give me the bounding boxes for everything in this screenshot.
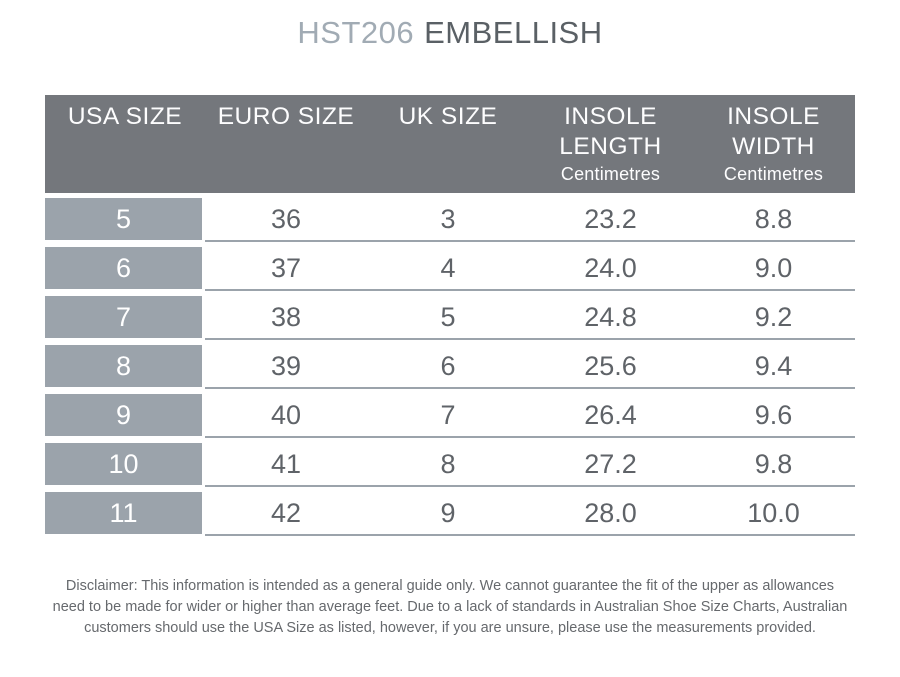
- column-header-label: INSOLE LENGTH: [559, 103, 662, 160]
- cell-insole-width: 9.0: [692, 247, 855, 291]
- disclaimer-text: Disclaimer: This information is intended…: [10, 576, 890, 639]
- cell-insole-width: 9.2: [692, 296, 855, 340]
- cell-usa-size: 7: [45, 296, 205, 340]
- cell-euro-size: 38: [205, 296, 367, 340]
- column-header-insole-length: INSOLE LENGTH Centimetres: [529, 95, 692, 193]
- column-header-usa-size: USA SIZE: [45, 95, 205, 193]
- table-row: 7 38 5 24.8 9.2: [45, 296, 855, 340]
- cell-usa-size: 11: [45, 492, 205, 536]
- cell-insole-length: 26.4: [529, 394, 692, 438]
- column-header-label: INSOLE WIDTH: [727, 103, 820, 160]
- cell-insole-width: 9.4: [692, 345, 855, 389]
- cell-insole-width: 8.8: [692, 198, 855, 242]
- page-title: HST206 EMBELLISH: [0, 0, 900, 51]
- column-header-insole-width: INSOLE WIDTH Centimetres: [692, 95, 855, 193]
- disclaimer-line: Disclaimer: This information is intended…: [65, 578, 835, 594]
- cell-insole-width: 9.6: [692, 394, 855, 438]
- disclaimer-line: need to be made for wider or higher than…: [52, 599, 848, 615]
- cell-uk-size: 7: [367, 394, 529, 438]
- cell-euro-size: 42: [205, 492, 367, 536]
- column-header-label: USA SIZE: [67, 103, 183, 130]
- cell-insole-length: 23.2: [529, 198, 692, 242]
- product-code: HST206: [297, 15, 415, 50]
- column-header-unit: Centimetres: [723, 164, 824, 184]
- table-row: 10 41 8 27.2 9.8: [45, 443, 855, 487]
- header-row: USA SIZE EURO SIZE UK SIZE INSOLE LENGTH…: [45, 95, 855, 193]
- table-row: 8 39 6 25.6 9.4: [45, 345, 855, 389]
- column-header-unit: Centimetres: [560, 164, 661, 184]
- table-row: 9 40 7 26.4 9.6: [45, 394, 855, 438]
- size-chart-table: USA SIZE EURO SIZE UK SIZE INSOLE LENGTH…: [45, 90, 855, 541]
- cell-euro-size: 39: [205, 345, 367, 389]
- cell-insole-length: 24.0: [529, 247, 692, 291]
- column-header-label: EURO SIZE: [217, 103, 355, 130]
- column-header-uk-size: UK SIZE: [367, 95, 529, 193]
- cell-insole-width: 10.0: [692, 492, 855, 536]
- disclaimer-line: customers should use the USA Size as lis…: [84, 620, 816, 636]
- table-row: 5 36 3 23.2 8.8: [45, 198, 855, 242]
- cell-uk-size: 6: [367, 345, 529, 389]
- product-name: EMBELLISH: [424, 15, 603, 50]
- cell-insole-length: 27.2: [529, 443, 692, 487]
- column-header-euro-size: EURO SIZE: [205, 95, 367, 193]
- cell-uk-size: 4: [367, 247, 529, 291]
- cell-uk-size: 3: [367, 198, 529, 242]
- table-row: 6 37 4 24.0 9.0: [45, 247, 855, 291]
- column-header-label: UK SIZE: [398, 103, 498, 130]
- cell-usa-size: 10: [45, 443, 205, 487]
- cell-insole-length: 25.6: [529, 345, 692, 389]
- cell-usa-size: 6: [45, 247, 205, 291]
- cell-euro-size: 41: [205, 443, 367, 487]
- cell-insole-length: 28.0: [529, 492, 692, 536]
- cell-euro-size: 37: [205, 247, 367, 291]
- cell-insole-length: 24.8: [529, 296, 692, 340]
- cell-uk-size: 9: [367, 492, 529, 536]
- table-row: 11 42 9 28.0 10.0: [45, 492, 855, 536]
- cell-usa-size: 8: [45, 345, 205, 389]
- cell-euro-size: 36: [205, 198, 367, 242]
- cell-usa-size: 5: [45, 198, 205, 242]
- cell-usa-size: 9: [45, 394, 205, 438]
- cell-uk-size: 8: [367, 443, 529, 487]
- cell-euro-size: 40: [205, 394, 367, 438]
- cell-uk-size: 5: [367, 296, 529, 340]
- cell-insole-width: 9.8: [692, 443, 855, 487]
